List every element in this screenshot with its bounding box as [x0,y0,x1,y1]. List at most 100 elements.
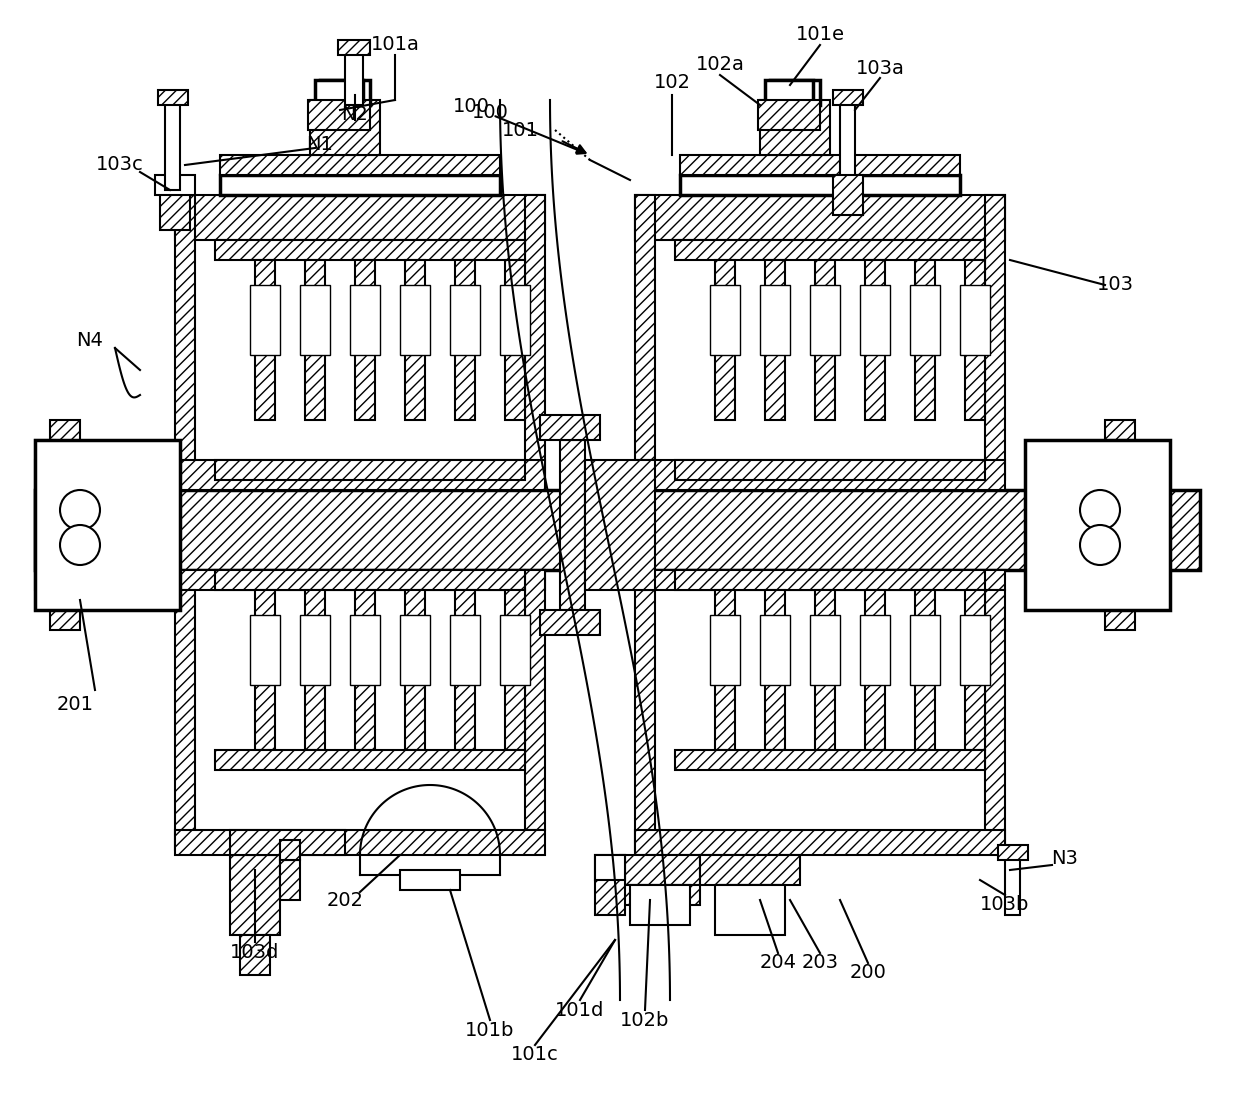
Bar [215,570,525,590]
Bar [620,855,701,886]
Text: N1: N1 [306,135,334,154]
Bar [539,415,600,440]
Bar [635,590,655,850]
Text: N3: N3 [1052,848,1079,868]
Bar [770,80,820,104]
Text: 103d: 103d [231,943,280,961]
Bar [675,460,985,480]
Bar [405,590,425,750]
Bar [315,80,363,104]
Bar [675,750,985,770]
Text: 101a: 101a [371,35,419,55]
Bar [339,40,370,55]
Bar [350,615,379,685]
Bar [760,615,790,685]
Bar [525,195,546,480]
Bar [219,155,500,175]
Bar [839,100,856,190]
Bar [175,460,546,490]
Bar [1025,440,1171,610]
Bar [450,615,480,685]
Bar [455,260,475,420]
Text: 100: 100 [471,102,508,121]
Bar [675,240,985,260]
Bar [160,185,190,230]
Text: 201: 201 [57,695,93,715]
Text: 101b: 101b [465,1021,515,1040]
Bar [280,840,300,860]
Bar [165,100,180,190]
Bar [910,285,940,355]
Text: 102b: 102b [620,1011,670,1030]
Bar [715,590,735,750]
Bar [680,175,960,195]
Text: 102a: 102a [696,55,744,75]
Bar [758,100,820,130]
Bar [985,195,1004,480]
Text: 100: 100 [453,97,585,154]
Text: 203: 203 [801,954,838,972]
Bar [1105,420,1135,460]
Bar [715,886,785,935]
Text: 204: 204 [759,954,796,972]
Text: 103a: 103a [856,58,904,77]
Bar [960,285,990,355]
Bar [310,100,379,155]
Bar [635,830,1004,855]
Text: 103: 103 [1096,275,1133,295]
Bar [300,285,330,355]
Bar [765,590,785,750]
Bar [505,260,525,420]
Bar [965,590,985,750]
Bar [1100,460,1149,590]
Bar [915,590,935,750]
Bar [635,195,655,480]
Bar [450,285,480,355]
Bar [595,855,625,880]
Bar [255,590,275,750]
Bar [765,260,785,420]
Bar [815,590,835,750]
Bar [715,260,735,420]
Bar [635,195,1004,240]
Bar [1105,590,1135,630]
Bar [960,615,990,685]
Bar [215,240,525,260]
Bar [760,285,790,355]
Bar [680,155,960,175]
Bar [305,260,325,420]
Bar [630,886,689,925]
Circle shape [60,490,100,530]
Bar [219,175,500,195]
Bar [861,285,890,355]
Bar [300,615,330,685]
Bar [675,570,985,590]
Text: 101d: 101d [556,1001,605,1020]
Bar [866,260,885,420]
Bar [35,460,86,590]
Bar [157,90,188,104]
Bar [560,440,585,610]
Bar [175,570,546,590]
Bar [455,590,475,750]
Bar [810,285,839,355]
Bar [585,460,655,590]
Bar [833,90,863,104]
Bar [1110,440,1130,610]
Bar [250,615,280,685]
Bar [765,80,813,104]
Bar [229,855,280,935]
Bar [401,615,430,685]
Bar [525,570,546,830]
Bar [915,260,935,420]
Bar [711,615,740,685]
Bar [175,195,546,240]
Bar [985,590,1004,850]
Text: 103b: 103b [981,895,1029,914]
Text: 202: 202 [326,891,363,910]
Bar [215,460,525,480]
Bar [539,610,600,635]
Bar [620,886,701,905]
Text: N4: N4 [77,330,103,350]
Bar [305,590,325,750]
